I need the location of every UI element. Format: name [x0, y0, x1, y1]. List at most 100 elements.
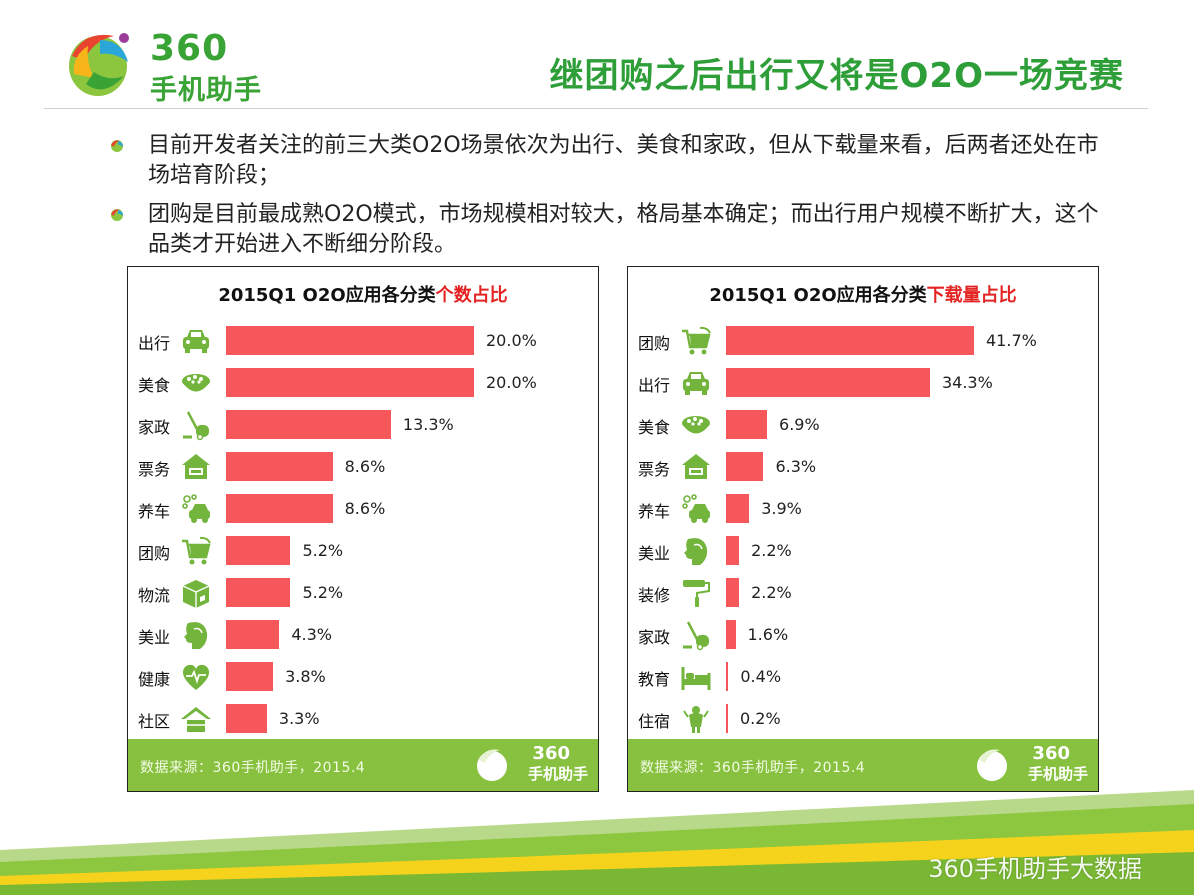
category-label: 团购 — [138, 544, 171, 563]
value-label: 41.7% — [986, 331, 1037, 350]
category-label: 出行 — [638, 376, 671, 395]
bar-row: 家政 1.6% — [628, 614, 1098, 656]
value-label: 4.3% — [291, 625, 332, 644]
category-label: 养车 — [638, 502, 671, 521]
logo-mark-icon — [69, 33, 129, 96]
chart-title: 2015Q1 O2O应用各分类下载量占比 — [628, 281, 1098, 307]
ticket-house-icon — [682, 454, 710, 479]
footer-logo-icon — [977, 749, 1007, 781]
bar — [726, 494, 750, 523]
value-label: 20.0% — [486, 373, 537, 392]
bar — [726, 368, 930, 397]
bar — [226, 620, 280, 649]
category-label: 票务 — [638, 460, 671, 479]
food-bowl-icon — [182, 374, 210, 392]
category-label: 养车 — [138, 502, 171, 521]
category-label: 教育 — [638, 670, 671, 689]
chart-title: 2015Q1 O2O应用各分类个数占比 — [128, 281, 598, 307]
bar-row: 团购 41.7% — [628, 320, 1098, 362]
category-label: 团购 — [638, 334, 671, 353]
bar-row: 票务 6.3% — [628, 446, 1098, 488]
bar-row: 养车 3.9% — [628, 488, 1098, 530]
bar-row: 出行 20.0% — [128, 320, 598, 362]
chart-title-prefix: 2015Q1 O2O应用各分类 — [709, 285, 927, 306]
bar — [226, 662, 274, 691]
footer-logo-number: 360 — [532, 743, 570, 764]
bar-row: 美业 2.2% — [628, 530, 1098, 572]
vacuum-icon — [683, 621, 709, 651]
bar-row: 养车 8.6% — [128, 488, 598, 530]
category-label: 票务 — [138, 460, 171, 479]
shopping-cart-icon — [182, 536, 211, 565]
bar — [226, 368, 474, 397]
bar-row: 出行 34.3% — [628, 362, 1098, 404]
hotel-bell-icon — [683, 706, 709, 733]
bar-row: 票务 8.6% — [128, 446, 598, 488]
package-box-icon — [182, 580, 210, 608]
bottom-swoosh-decoration — [0, 790, 1194, 895]
category-label: 美食 — [638, 418, 671, 437]
bar — [726, 704, 728, 733]
category-label: 住宿 — [638, 712, 671, 731]
bar — [726, 452, 764, 481]
bar — [726, 620, 736, 649]
logo-number: 360 — [150, 28, 229, 69]
chart-title-prefix: 2015Q1 O2O应用各分类 — [218, 285, 436, 306]
beauty-face-icon — [184, 622, 208, 649]
car-icon — [183, 330, 209, 353]
bed-icon — [681, 667, 711, 690]
value-label: 20.0% — [486, 331, 537, 350]
category-label: 健康 — [138, 670, 171, 689]
category-label: 美业 — [138, 628, 171, 647]
heart-pulse-icon — [182, 664, 210, 690]
category-label: 物流 — [138, 586, 171, 605]
watermark: 360手机助手大数据 — [928, 855, 1142, 883]
community-house-icon — [181, 707, 211, 732]
bullet-2: 团购是目前最成熟O2O模式，市场规模相对较大，格局基本确定；而出行用户规模不断扩… — [110, 200, 1110, 260]
bar — [226, 494, 333, 523]
chart-footer: 数据来源：360手机助手，2015.4 360 手机助手 — [128, 739, 598, 791]
beauty-face-icon — [684, 538, 708, 565]
bullet-1-text: 目前开发者关注的前三大类O2O场景依次为出行、美食和家政，但从下载量来看，后两者… — [148, 133, 1099, 188]
value-label: 34.3% — [941, 373, 993, 392]
bar-row: 团购 5.2% — [128, 530, 598, 572]
category-label: 家政 — [638, 628, 671, 647]
bar-row: 家政 13.3% — [128, 404, 598, 446]
category-label: 出行 — [138, 334, 171, 353]
ticket-house-icon — [182, 454, 210, 479]
title-divider — [44, 108, 1148, 109]
bar-row: 物流 5.2% — [128, 572, 598, 614]
bar — [226, 578, 291, 607]
bar — [226, 410, 391, 439]
bar-row: 装修 2.2% — [628, 572, 1098, 614]
bar — [226, 704, 267, 733]
chart-title-highlight: 下载量占比 — [926, 285, 1017, 306]
value-label: 2.2% — [751, 583, 792, 602]
category-label: 美业 — [638, 544, 671, 563]
bar — [726, 410, 768, 439]
chart-footer: 数据来源：360手机助手，2015.4 360 手机助手 — [628, 739, 1098, 791]
bar-row: 社区 3.3% — [128, 698, 598, 740]
value-label: 5.2% — [302, 583, 344, 602]
category-label: 社区 — [138, 712, 171, 731]
bar-row: 健康 3.8% — [128, 656, 598, 698]
car-wash-icon — [682, 494, 710, 523]
footer-logo-number: 360 — [1032, 743, 1070, 764]
bar-row: 美业 4.3% — [128, 614, 598, 656]
value-label: 1.6% — [747, 625, 789, 644]
chart-download-share: 2015Q1 O2O应用各分类下载量占比 团购 41.7% 出行 34.3% 美食 6.9… — [627, 266, 1099, 792]
bar — [726, 662, 729, 691]
page-title: 继团购之后出行又将是O2O一场竞赛 — [549, 56, 1124, 96]
bullet-logo-icon — [111, 209, 123, 221]
footer-logo-text: 手机助手 — [527, 765, 588, 783]
value-label: 13.3% — [402, 415, 454, 434]
source-note: 数据来源：360手机助手，2015.4 — [640, 760, 866, 776]
value-label: 2.2% — [751, 541, 792, 560]
bar — [726, 536, 740, 565]
value-label: 0.4% — [740, 667, 782, 686]
shopping-cart-icon — [682, 326, 711, 355]
source-note: 数据来源：360手机助手，2015.4 — [140, 760, 366, 776]
chart-title-highlight: 个数占比 — [435, 285, 508, 306]
value-label: 6.3% — [775, 457, 817, 476]
bullet-logo-icon — [111, 140, 123, 152]
